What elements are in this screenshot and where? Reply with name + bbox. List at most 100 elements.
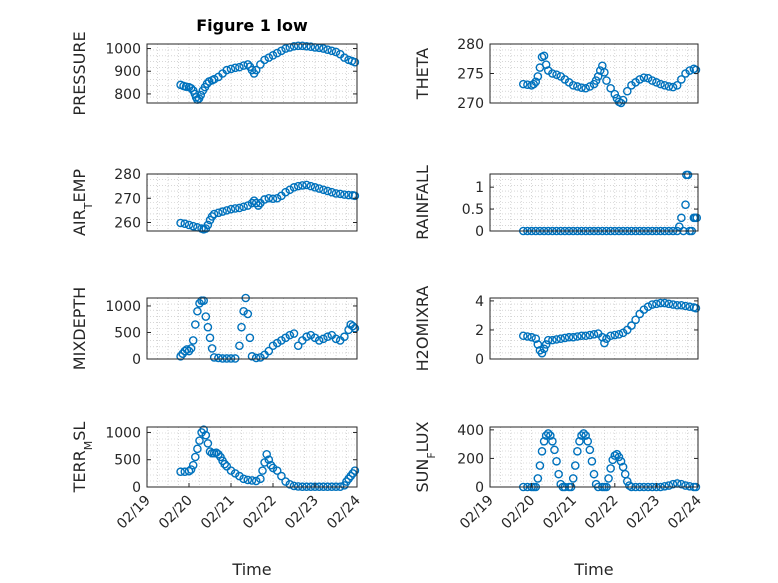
h2omixra-point xyxy=(556,334,566,343)
sun-flux-xtick-label: 02/22 xyxy=(582,493,622,533)
h2omixra-axes-box xyxy=(489,297,699,360)
terr-msl-point xyxy=(258,466,267,475)
sun-flux-point xyxy=(570,461,580,470)
mixdepth-point xyxy=(302,332,311,342)
mixdepth-point xyxy=(306,330,316,340)
sun-flux-grid xyxy=(490,427,698,487)
air-temp-point xyxy=(222,206,232,215)
sun-flux-point xyxy=(568,474,578,483)
pressure-ytick-label: 800 xyxy=(114,87,141,103)
h2omixra-point xyxy=(631,315,640,325)
sun-flux-point xyxy=(668,479,678,489)
air-temp-point xyxy=(230,204,240,213)
air-temp-point xyxy=(253,201,263,210)
air-temp-point xyxy=(268,194,278,204)
theta-point xyxy=(606,83,615,93)
theta-ytick-label: 280 xyxy=(457,37,484,53)
subplot-rainfall: 0 0.5 1 RAINFALL xyxy=(413,165,702,240)
sun-flux-point xyxy=(681,481,690,490)
theta-point xyxy=(600,68,609,77)
mixdepth-point xyxy=(323,332,332,342)
mixdepth-point xyxy=(199,296,208,305)
sun-flux-xtick-label: 02/23 xyxy=(623,493,663,533)
sun-flux-point xyxy=(541,431,551,440)
h2omixra-point xyxy=(531,334,541,343)
sun-flux-ylabel: SUNFLUX xyxy=(413,421,438,492)
pressure-point xyxy=(350,57,360,67)
mixdepth-point xyxy=(218,354,227,363)
mixdepth-ylabel: MIXDEPTH xyxy=(70,287,89,370)
h2omixra-point xyxy=(573,332,582,341)
mixdepth-point xyxy=(222,354,232,363)
mixdepth-point xyxy=(268,341,278,351)
mixdepth-ytick-label: 0 xyxy=(132,352,141,368)
air-temp-point xyxy=(289,183,299,192)
sun-flux-xtick-label: 02/24 xyxy=(665,492,705,532)
h2omixra-point xyxy=(560,333,570,343)
theta-point xyxy=(668,82,678,92)
mixdepth-point xyxy=(251,353,261,363)
terr-msl-point xyxy=(285,479,295,489)
h2omixra-point xyxy=(600,338,609,348)
h2omixra-series xyxy=(518,298,701,358)
subplot-sun-flux: 0 200 400 02/19 02/20 02/21 02/22 02/23 02/24 Tim… xyxy=(413,421,705,579)
h2omixra-point xyxy=(585,330,595,340)
h2omixra-point xyxy=(672,300,682,310)
air-temp-point xyxy=(188,221,198,231)
theta-series xyxy=(518,51,701,108)
air-temp-point xyxy=(207,212,217,221)
h2omixra-point xyxy=(668,300,678,309)
mixdepth-point xyxy=(182,345,192,354)
theta-point xyxy=(518,79,528,89)
terr-msl-ylabel: TERRMSL xyxy=(70,422,95,494)
terr-msl-xtick-label: 02/24 xyxy=(324,492,364,532)
sun-flux-point xyxy=(677,479,686,489)
terr-msl-xtick-label: 02/20 xyxy=(156,493,196,533)
rainfall-grid xyxy=(490,174,698,231)
pressure-series xyxy=(176,41,360,104)
mixdepth-point xyxy=(209,353,219,362)
sun-flux-point xyxy=(604,474,613,483)
mixdepth-point xyxy=(277,336,286,345)
sun-flux-point xyxy=(554,469,563,479)
h2omixra-point xyxy=(533,340,543,349)
h2omixra-point xyxy=(681,301,690,311)
pressure-point xyxy=(260,55,269,65)
h2omixra-point xyxy=(606,331,615,341)
air-temp-point xyxy=(180,219,190,229)
sun-flux-point xyxy=(552,456,561,466)
mixdepth-point xyxy=(188,336,198,345)
terr-msl-xtick-label: 02/23 xyxy=(282,493,322,533)
pressure-point xyxy=(323,45,332,54)
air-temp-ylabel: AIRTEMP xyxy=(70,169,95,236)
subplot-pressure: 800 900 1000 PRESSURE xyxy=(70,31,360,116)
sun-flux-xlabel: Time xyxy=(573,560,613,579)
theta-plot-area xyxy=(490,44,698,103)
sun-flux-point xyxy=(589,469,599,479)
mixdepth-axes-box xyxy=(146,297,358,360)
pressure-point xyxy=(281,44,290,53)
mixdepth-point xyxy=(237,322,246,332)
air-temp-point xyxy=(319,185,328,195)
pressure-point xyxy=(289,41,299,51)
h2omixra-point xyxy=(518,331,528,341)
theta-point xyxy=(585,82,595,91)
terr-msl-point xyxy=(188,460,198,470)
sun-flux-point xyxy=(614,452,624,462)
air-temp-point xyxy=(214,208,223,218)
sun-flux-point xyxy=(585,445,595,455)
rainfall-ytick-label: 0.5 xyxy=(462,202,484,218)
sun-flux-point xyxy=(537,446,547,456)
terr-msl-point xyxy=(277,471,286,481)
pressure-point xyxy=(209,74,219,84)
figure-title: Figure 1 low xyxy=(196,16,308,35)
terr-msl-ytick-label: 500 xyxy=(114,453,141,469)
terr-msl-point xyxy=(272,466,282,475)
theta-point xyxy=(660,81,670,90)
pressure-point xyxy=(298,41,307,51)
sun-flux-xtick-label: 02/19 xyxy=(457,493,497,533)
theta-point xyxy=(677,75,686,84)
terr-msl-point xyxy=(243,475,253,485)
h2omixra-point xyxy=(685,302,694,312)
